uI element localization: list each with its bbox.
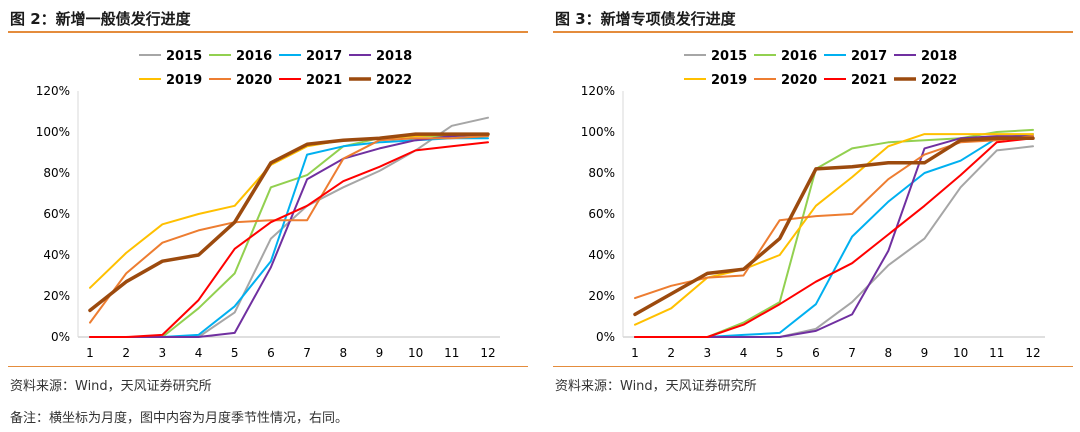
x-tick-label: 12 [1025,346,1040,360]
left-title-divider [8,31,528,33]
y-tick-label: 0% [51,330,70,344]
x-tick-label: 3 [159,346,167,360]
y-tick-label: 20% [43,289,70,303]
y-tick-label: 120% [36,84,70,98]
right-title-divider [553,31,1073,33]
series-line-2019 [634,133,1034,326]
series-line-2020 [89,135,489,324]
left-source-divider [8,366,528,367]
y-tick-label: 80% [588,166,615,180]
y-tick-label: 40% [588,248,615,262]
right-chart-title: 图 3：新增专项债发行进度 [555,10,736,28]
series-line-2016 [634,128,1034,338]
legend-label-2020: 2020 [781,73,817,88]
series-line-2022 [633,136,1035,317]
x-tick-label: 10 [408,346,423,360]
x-tick-label: 7 [303,346,311,360]
legend-label-2015: 2015 [166,49,202,64]
y-tick-label: 40% [43,248,70,262]
x-tick-label: 12 [480,346,495,360]
legend-label-2015: 2015 [711,49,747,64]
series-line-2015 [89,116,489,338]
legend-label-2018: 2018 [376,49,412,64]
y-tick-label: 80% [43,166,70,180]
y-tick-label: 60% [43,207,70,221]
x-tick-label: 6 [267,346,275,360]
x-tick-label: 6 [812,346,820,360]
x-tick-label: 11 [989,346,1004,360]
legend-label-2019: 2019 [166,73,202,88]
x-tick-label: 5 [776,346,784,360]
legend-label-2018: 2018 [921,49,957,64]
legend-label-2017: 2017 [851,49,887,64]
legend-label-2022: 2022 [376,73,412,88]
x-tick-label: 1 [631,346,639,360]
legend-label-2016: 2016 [236,49,272,64]
series-line-2016 [89,135,489,338]
series-line-2018 [89,133,489,338]
footnote-remark: 备注：横坐标为月度，图中内容为月度季节性情况，右同。 [10,411,349,426]
legend-label-2021: 2021 [306,73,342,88]
legend-label-2022: 2022 [921,73,957,88]
x-tick-label: 2 [122,346,130,360]
legend-label-2020: 2020 [236,73,272,88]
x-tick-label: 5 [231,346,239,360]
x-tick-label: 9 [921,346,929,360]
right-source-divider [553,366,1073,367]
x-tick-label: 9 [376,346,384,360]
x-tick-label: 7 [848,346,856,360]
y-tick-label: 100% [581,125,615,139]
series-line-2021 [89,141,489,338]
legend-label-2017: 2017 [306,49,342,64]
y-tick-label: 100% [36,125,70,139]
x-tick-label: 8 [884,346,892,360]
left-source-text: 资料来源：Wind，天风证券研究所 [10,379,212,394]
legend-label-2021: 2021 [851,73,887,88]
x-tick-label: 10 [953,346,968,360]
left-chart-panel: 图 2：新增一般债发行进度 0% 20% 40% 60% 80% 100% 120% 1 2 3 4… [8,0,528,394]
y-tick-label: 60% [588,207,615,221]
right-chart-panel: 图 3：新增专项债发行进度 0% 20% 40% 60% 80% 100% 120% 1 2 3 4… [553,0,1073,394]
x-tick-label: 4 [740,346,748,360]
series-line-2017 [89,137,489,338]
series-line-2021 [634,137,1034,338]
series-line-2022 [88,132,490,313]
x-tick-label: 8 [339,346,347,360]
legend-label-2019: 2019 [711,73,747,88]
series-line-2015 [634,145,1034,338]
series-line-2020 [634,135,1034,300]
y-tick-label: 120% [581,84,615,98]
x-tick-label: 3 [704,346,712,360]
y-tick-label: 0% [596,330,615,344]
left-chart-title: 图 2：新增一般债发行进度 [10,10,191,28]
left-line-chart: 0%20%40%60%80%100%120%1 2 3 4 5 6 7 8 9 10 11 12201… [36,49,500,360]
x-tick-label: 11 [444,346,459,360]
x-tick-label: 2 [667,346,675,360]
x-tick-label: 1 [86,346,94,360]
right-line-chart: 0%20%40%60%80%100%120%1 2 3 4 5 6 7 8 9 10 11 12201… [581,49,1045,360]
x-tick-label: 4 [195,346,203,360]
y-tick-label: 20% [588,289,615,303]
legend-label-2016: 2016 [781,49,817,64]
right-source-text: 资料来源：Wind，天风证券研究所 [555,379,757,394]
